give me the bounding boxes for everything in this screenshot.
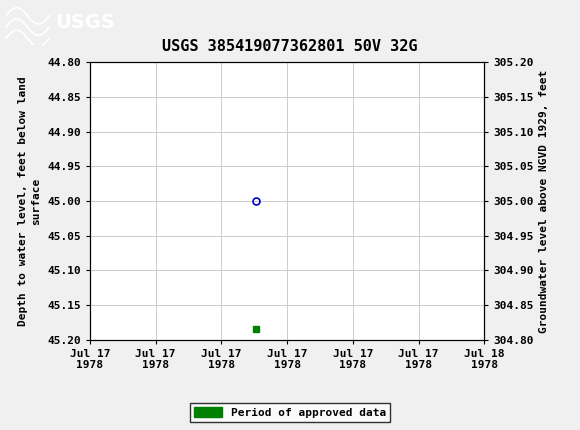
Y-axis label: Depth to water level, feet below land
surface: Depth to water level, feet below land su…	[17, 76, 42, 326]
Text: USGS: USGS	[55, 13, 115, 32]
Legend: Period of approved data: Period of approved data	[190, 403, 390, 422]
Y-axis label: Groundwater level above NGVD 1929, feet: Groundwater level above NGVD 1929, feet	[539, 69, 549, 333]
Text: USGS 385419077362801 50V 32G: USGS 385419077362801 50V 32G	[162, 39, 418, 54]
